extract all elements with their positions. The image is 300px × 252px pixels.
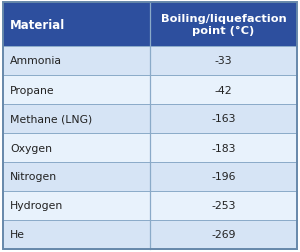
Bar	[3, 220, 297, 249]
Text: Oxygen: Oxygen	[10, 143, 52, 153]
Text: -163: -163	[211, 114, 236, 124]
Text: Hydrogen: Hydrogen	[10, 201, 63, 211]
Bar	[3, 76, 297, 105]
Text: -269: -269	[211, 230, 236, 240]
Text: -253: -253	[211, 201, 236, 211]
Text: Material: Material	[10, 18, 65, 32]
Bar	[3, 105, 297, 134]
Text: Methane (LNG): Methane (LNG)	[10, 114, 92, 124]
Text: -33: -33	[215, 56, 232, 66]
Text: Propane: Propane	[10, 85, 55, 95]
Bar	[3, 3, 297, 47]
Text: -183: -183	[211, 143, 236, 153]
Bar	[3, 162, 297, 191]
Text: Nitrogen: Nitrogen	[10, 172, 57, 182]
Bar	[3, 191, 297, 220]
Bar	[3, 47, 297, 76]
Text: -42: -42	[215, 85, 232, 95]
Text: -196: -196	[211, 172, 236, 182]
Text: Boiling/liquefaction
point (°C): Boiling/liquefaction point (°C)	[160, 14, 286, 36]
Text: He: He	[10, 230, 25, 240]
Text: Ammonia: Ammonia	[10, 56, 62, 66]
Bar	[3, 134, 297, 162]
